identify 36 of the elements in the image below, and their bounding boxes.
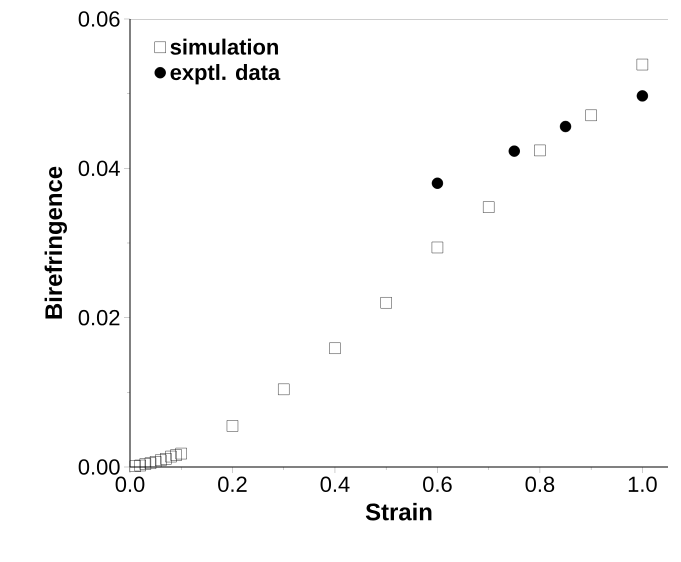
point [636,90,648,102]
point [432,178,444,189]
point [585,110,597,122]
x-tick-label: 1.0 [628,476,657,492]
point [170,449,182,461]
point [329,342,341,354]
point [165,450,177,462]
point [155,454,166,466]
point [636,58,648,70]
point [144,458,156,469]
point [560,120,572,132]
y-tick-label: 0.00 [78,459,120,475]
x-tick-label: 0.0 [116,476,144,492]
x-tick-label: 0.8 [526,476,554,492]
y-tick-label: 0.02 [78,310,120,326]
legend-label: exptl. data [170,64,280,84]
point [432,242,444,254]
legend-label: simulation [170,38,278,55]
point [150,456,162,468]
point [134,460,146,472]
x-axis-title: Strain [366,502,432,520]
point [482,201,494,213]
x-tick-label: 0.2 [218,476,247,492]
y-axis-title: Birefringence [44,166,67,318]
x-tick-label: 0.6 [423,476,452,492]
point [140,458,152,470]
x-tick-label: 0.4 [320,476,350,492]
point [226,420,238,432]
point [160,453,172,464]
y-tick-label: 0.04 [78,160,120,176]
point [508,145,520,157]
point [176,448,187,460]
point [278,384,290,396]
point [534,144,546,156]
y-tick-label: 0.06 [78,11,120,27]
point [380,297,392,308]
